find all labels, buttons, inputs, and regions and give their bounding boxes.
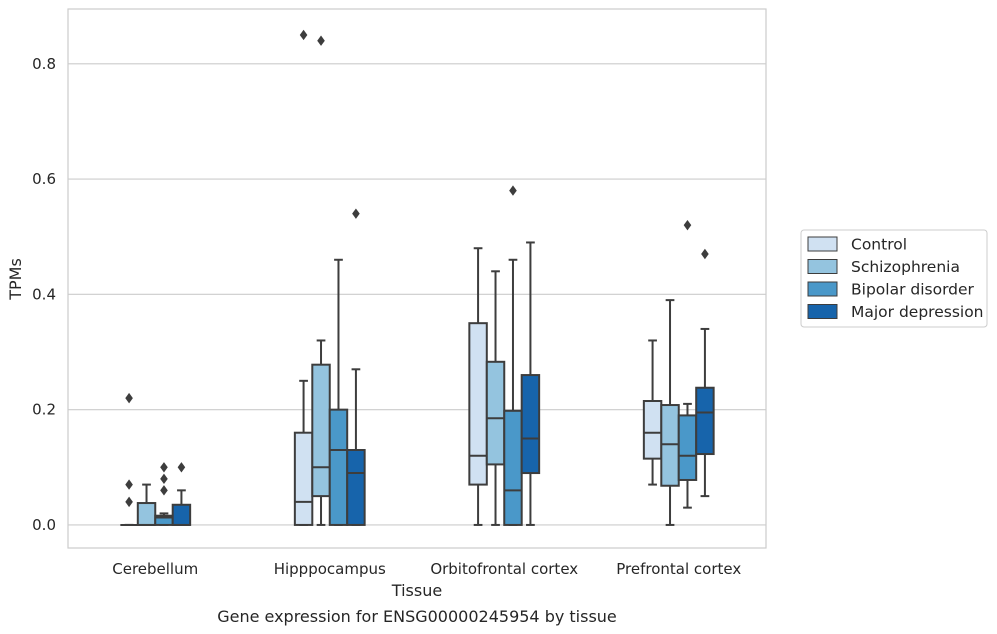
x-axis-ticks: Cerebellum Hipppocampus Orbitofrontal cort… bbox=[112, 560, 741, 578]
outlier-point bbox=[160, 485, 168, 496]
box-schizophrenia bbox=[311, 35, 331, 526]
legend-label: Major depression bbox=[851, 303, 984, 321]
box-control bbox=[120, 392, 138, 526]
iqr-box bbox=[136, 502, 157, 526]
iqr-box bbox=[695, 386, 715, 456]
x-tick-label: Hipppocampus bbox=[274, 560, 386, 578]
outlier-point bbox=[352, 208, 360, 219]
y-tick-label: 0.8 bbox=[32, 55, 56, 73]
x-tick-label: Cerebellum bbox=[112, 560, 198, 578]
box-bipolar-disorder bbox=[677, 219, 698, 509]
iqr-box bbox=[660, 404, 680, 487]
y-axis-label: TPMs bbox=[6, 258, 25, 301]
legend-swatch bbox=[807, 304, 838, 319]
outlier-point bbox=[177, 462, 186, 473]
box-control bbox=[293, 29, 314, 526]
y-tick-label: 0.6 bbox=[32, 170, 56, 188]
box-schizophrenia bbox=[136, 483, 157, 526]
outlier-point bbox=[160, 473, 168, 485]
iqr-box bbox=[346, 449, 366, 526]
y-tick-label: 0.0 bbox=[32, 516, 56, 534]
legend-swatch bbox=[807, 236, 838, 252]
outlier-point bbox=[683, 219, 692, 231]
outlier-point bbox=[125, 392, 133, 404]
legend-label: Schizophrenia bbox=[851, 258, 960, 276]
outlier-point bbox=[701, 248, 709, 260]
box-bipolar-disorder bbox=[328, 258, 349, 526]
outlier-point bbox=[125, 479, 133, 490]
iqr-box bbox=[293, 431, 314, 526]
box-bipolar-disorder bbox=[154, 462, 174, 526]
y-axis-ticks: 0.0 0.2 0.4 0.6 0.8 bbox=[32, 55, 56, 534]
iqr-box bbox=[171, 503, 192, 526]
box-schizophrenia bbox=[660, 299, 680, 526]
box-schizophrenia bbox=[485, 270, 506, 526]
iqr-box bbox=[311, 363, 331, 498]
iqr-box bbox=[328, 408, 349, 526]
legend-label: Control bbox=[851, 236, 907, 254]
outlier-point bbox=[125, 496, 133, 508]
iqr-box bbox=[642, 400, 663, 460]
box-plot-series bbox=[120, 29, 715, 526]
x-tick-label: Orbitofrontal cortex bbox=[430, 560, 578, 578]
box-major-depression bbox=[520, 241, 541, 526]
box-major-depression bbox=[695, 248, 715, 498]
box-major-depression bbox=[171, 462, 192, 526]
outlier-point bbox=[299, 29, 308, 41]
chart-caption: Gene expression for ENSG00000245954 by t… bbox=[217, 607, 617, 626]
plot-area-frame bbox=[67, 8, 767, 549]
y-tick-label: 0.2 bbox=[32, 401, 56, 419]
y-tick-label: 0.4 bbox=[32, 285, 56, 303]
legend: Control Schizophrenia Bipolar disorder Majo… bbox=[800, 229, 988, 328]
box-bipolar-disorder bbox=[503, 185, 523, 526]
box-major-depression bbox=[346, 208, 366, 526]
legend-swatch bbox=[807, 281, 838, 297]
outlier-point bbox=[317, 35, 325, 46]
iqr-box bbox=[468, 322, 488, 486]
x-tick-label: Prefrontal cortex bbox=[616, 560, 741, 578]
iqr-box bbox=[677, 414, 698, 481]
legend-label: Bipolar disorder bbox=[851, 281, 975, 299]
iqr-box bbox=[520, 374, 541, 475]
outlier-point bbox=[509, 185, 517, 196]
legend-swatch bbox=[807, 259, 838, 274]
box-control bbox=[468, 247, 488, 526]
x-axis-label: Tissue bbox=[391, 581, 442, 600]
iqr-box bbox=[485, 360, 506, 466]
legend-frame bbox=[800, 229, 988, 328]
outlier-point bbox=[160, 462, 168, 473]
box-control bbox=[642, 339, 663, 486]
iqr-box bbox=[503, 409, 523, 526]
